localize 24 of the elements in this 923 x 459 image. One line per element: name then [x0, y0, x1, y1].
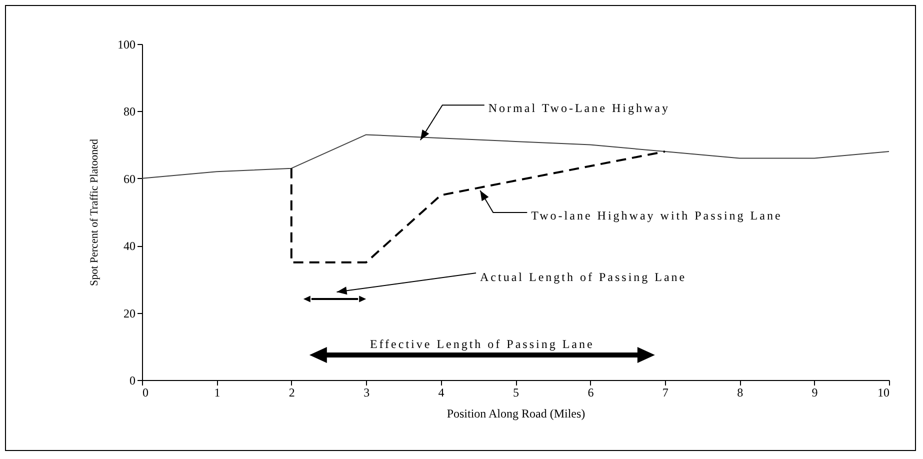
- x-tick-label: 2: [288, 386, 295, 400]
- x-tick-label: 0: [142, 386, 148, 400]
- x-tick-label: 8: [737, 386, 744, 400]
- annotation: Actual Length of Passing Lane: [480, 270, 687, 284]
- x-tick-label: 1: [214, 386, 220, 400]
- y-tick-label: 60: [124, 172, 136, 186]
- y-tick-label: 100: [118, 38, 136, 52]
- y-tick-label: 20: [124, 306, 136, 320]
- y-tick-label: 80: [124, 104, 136, 119]
- x-tick-label: 5: [513, 386, 519, 400]
- x-tick-label: 7: [662, 386, 668, 400]
- line-series: [142, 134, 890, 179]
- x-axis-title: Position Along Road (Miles): [446, 406, 586, 420]
- x-tick-label: 9: [812, 386, 818, 400]
- x-tick-label: 4: [438, 386, 444, 400]
- x-tick-label: 3: [364, 386, 370, 400]
- x-tick-label: 10: [878, 386, 890, 400]
- x-tick-label: 6: [588, 386, 594, 400]
- annotation: Normal Two-Lane Highway: [488, 101, 670, 116]
- annotation: Effective Length of Passing Lane: [370, 337, 594, 351]
- annotation: Two-lane Highway with Passing Lane: [531, 208, 782, 222]
- y-tick-label: 40: [124, 239, 136, 254]
- y-axis-title: Spot Percent of Traffic Platooned: [88, 138, 100, 286]
- y-tick-label: 0: [130, 374, 136, 388]
